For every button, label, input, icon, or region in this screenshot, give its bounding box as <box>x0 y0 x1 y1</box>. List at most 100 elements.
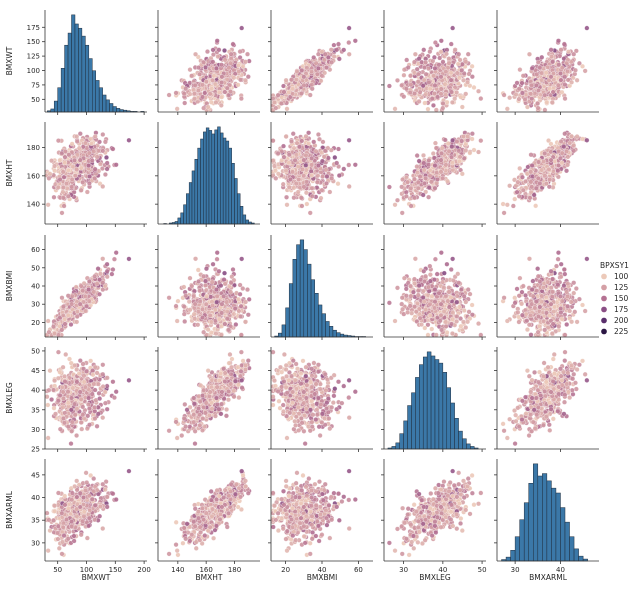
scatter-point <box>454 90 459 95</box>
scatter-point <box>86 287 91 292</box>
scatter-point <box>219 80 224 85</box>
scatter-point <box>281 182 286 187</box>
scatter-point <box>476 89 481 94</box>
scatter-point <box>432 55 437 60</box>
scatter-point <box>236 83 241 88</box>
histogram-bar <box>184 205 187 224</box>
histogram-bar <box>212 134 215 224</box>
scatter-point <box>439 170 444 175</box>
scatter-point <box>428 173 433 178</box>
scatter-point <box>66 313 71 318</box>
scatter-point <box>209 86 214 91</box>
scatter-point <box>89 141 94 146</box>
y-tick-label: 50 <box>31 264 40 272</box>
histogram-bar <box>85 45 88 112</box>
scatter-point <box>565 163 570 168</box>
scatter-point <box>292 186 297 191</box>
scatter-point <box>96 149 101 154</box>
scatter-point <box>284 168 289 173</box>
scatter-point <box>560 65 565 70</box>
scatter-point <box>447 56 452 61</box>
scatter-point <box>214 100 219 105</box>
scatter-point <box>556 39 561 44</box>
scatter-point <box>314 61 319 66</box>
scatter-point <box>416 80 421 85</box>
scatter-point <box>571 149 576 154</box>
scatter-point <box>400 211 405 216</box>
scatter-point <box>550 100 555 105</box>
scatter-point <box>219 103 224 108</box>
scatter-point <box>174 304 179 309</box>
scatter-point <box>564 149 569 154</box>
scatter-point <box>558 71 563 76</box>
scatter-point <box>400 177 405 182</box>
scatter-point <box>64 181 69 186</box>
scatter-point <box>560 151 565 156</box>
scatter-point <box>521 188 526 193</box>
scatter-point <box>566 155 571 160</box>
panel-BMXWT-BMXBMI <box>268 10 373 115</box>
scatter-point <box>196 65 201 70</box>
scatter-point <box>183 86 188 91</box>
scatter-point <box>316 66 321 71</box>
scatter-point <box>309 163 314 168</box>
scatter-point <box>423 60 428 65</box>
scatter-point <box>507 95 512 100</box>
scatter-point <box>527 52 532 57</box>
scatter-point <box>204 79 209 84</box>
scatter-point <box>523 97 528 102</box>
scatter-point <box>549 158 554 163</box>
scatter-point <box>299 68 304 73</box>
scatter-point <box>409 186 414 191</box>
scatter-point <box>520 91 525 96</box>
histogram-bar <box>89 59 92 112</box>
scatter-point <box>428 86 433 91</box>
scatter-point <box>211 262 216 267</box>
scatter-point <box>332 54 337 59</box>
scatter-point <box>49 158 54 163</box>
scatter-point <box>243 78 248 83</box>
scatter-point <box>517 86 522 91</box>
y-tick-label: 160 <box>27 172 40 180</box>
scatter-point <box>418 174 423 179</box>
scatter-point <box>188 276 193 281</box>
scatter-point <box>52 195 57 200</box>
panel-BMXBMI-BMXHT <box>155 235 260 340</box>
scatter-point <box>543 108 548 113</box>
scatter-point <box>520 175 525 180</box>
histogram-bar <box>82 36 85 112</box>
histogram-bar <box>220 133 223 224</box>
scatter-point <box>320 174 325 179</box>
scatter-point <box>453 47 458 52</box>
scatter-point <box>585 138 590 143</box>
scatter-point <box>404 58 409 63</box>
scatter-point <box>61 196 66 201</box>
histogram-bar <box>54 101 57 112</box>
scatter-point <box>431 103 436 108</box>
scatter-point <box>274 176 279 181</box>
scatter-point <box>347 138 352 143</box>
scatter-point <box>127 257 132 262</box>
scatter-point <box>479 96 484 101</box>
scatter-point <box>320 74 325 79</box>
scatter-point <box>86 163 91 168</box>
scatter-point <box>100 256 105 261</box>
histogram-bar <box>116 108 119 112</box>
scatter-point <box>213 82 218 87</box>
scatter-point <box>62 160 67 165</box>
scatter-point <box>516 180 521 185</box>
scatter-point <box>530 96 535 101</box>
scatter-point <box>502 93 507 98</box>
scatter-point <box>284 134 289 139</box>
scatter-point <box>315 72 320 77</box>
scatter-point <box>323 149 328 154</box>
scatter-point <box>455 139 460 144</box>
scatter-point <box>547 177 552 182</box>
scatter-point <box>83 141 88 146</box>
scatter-point <box>460 172 465 177</box>
scatter-point <box>52 331 57 336</box>
scatter-point <box>320 188 325 193</box>
scatter-point <box>426 107 431 112</box>
scatter-point <box>433 83 438 88</box>
